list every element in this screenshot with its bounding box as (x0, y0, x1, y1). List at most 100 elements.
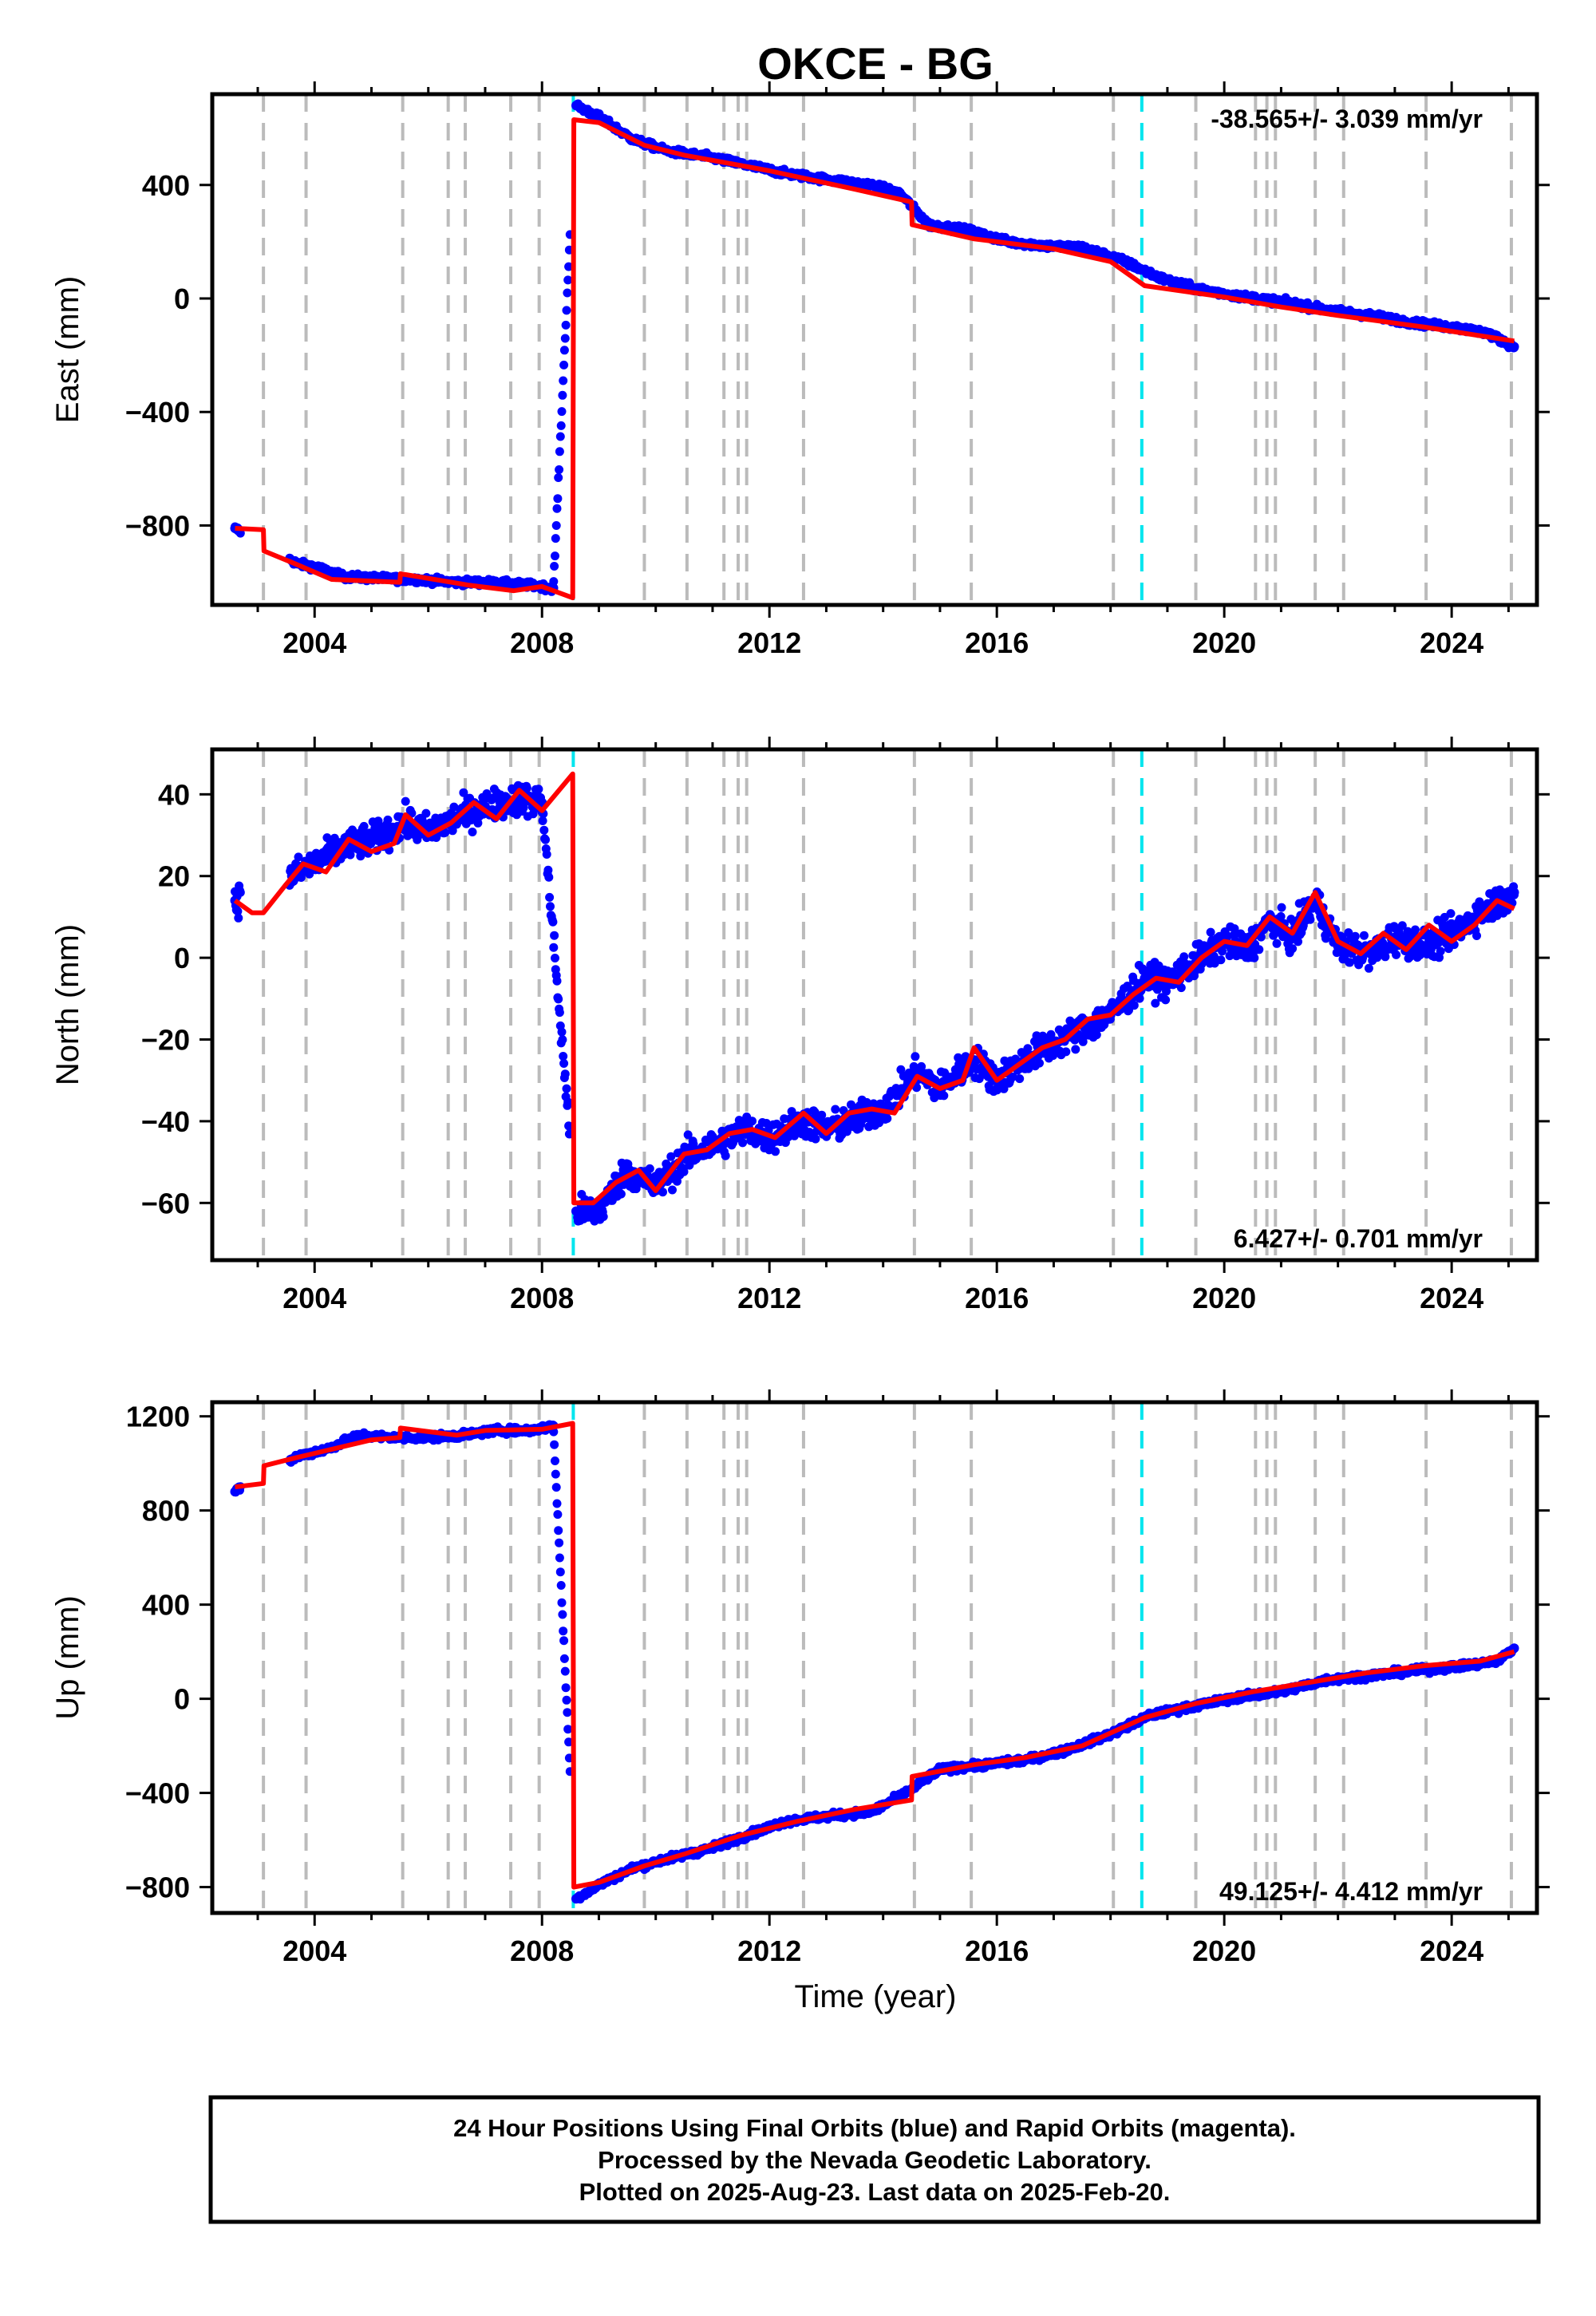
north-data-point (235, 887, 245, 897)
north-data-point (522, 784, 531, 793)
north-data-point (668, 1185, 677, 1195)
east-rate-label: -38.565+/- 3.039 mm/yr (1211, 105, 1483, 133)
up-panel: 2004 2008 2012 2016 2020 2024−800−40004008001… (50, 1389, 1550, 1967)
up-data-point (558, 1610, 567, 1619)
north-x-tick-label-2024: 2024 (1420, 1282, 1483, 1314)
east-y-tick-label--400: −400 (125, 396, 190, 429)
east-data-point-11 (594, 112, 604, 122)
north-data-point (658, 1188, 667, 1197)
east-data-point (553, 494, 563, 504)
east-data-point-18 (867, 180, 877, 190)
north-data-point (440, 828, 450, 837)
north-data-point (1071, 1045, 1080, 1054)
north-data-point-4 (366, 834, 377, 844)
north-data-point (762, 1119, 771, 1128)
up-data-point (551, 1483, 561, 1492)
north-y-axis-label: North (mm) (50, 924, 85, 1085)
east-data-point (559, 360, 569, 370)
north-data-point-11 (571, 1206, 581, 1216)
north-y-tick-label--40: −40 (141, 1105, 190, 1138)
north-data-point (468, 828, 477, 836)
east-panel: 2004 2008 2012 2016 2020 2024−800−4000400East… (50, 81, 1550, 659)
north-data-point (1129, 1001, 1139, 1010)
north-data-point (738, 1138, 748, 1148)
up-data-point (564, 1737, 574, 1747)
north-data-point (559, 1052, 568, 1061)
north-data-point (1288, 944, 1298, 954)
north-data-point (939, 1091, 949, 1101)
east-data-point-25 (1116, 255, 1127, 265)
north-data-point (1256, 932, 1266, 942)
north-data-point (1216, 955, 1226, 965)
north-data-point (401, 796, 410, 806)
north-data-point (552, 976, 562, 986)
up-data-point (555, 1553, 564, 1563)
east-data-point-35 (1509, 342, 1519, 352)
north-data-point (541, 835, 550, 844)
east-model-line (235, 117, 1515, 601)
east-data-point (556, 421, 566, 430)
north-y-tick-label--60: −60 (141, 1187, 190, 1219)
north-data-point (1272, 939, 1282, 948)
north-data-point (421, 808, 431, 818)
north-data-point (1472, 931, 1481, 940)
north-data-point (539, 825, 549, 835)
north-data-point (1092, 1030, 1101, 1040)
north-data-point (1381, 952, 1390, 962)
up-data-point (555, 1538, 564, 1547)
north-x-tick-label-2012: 2012 (737, 1282, 801, 1314)
north-data-point (1015, 1074, 1025, 1084)
north-x-tick-label-2020: 2020 (1192, 1282, 1256, 1314)
north-y-tick-label--20: −20 (141, 1024, 190, 1057)
up-data-point (552, 1499, 562, 1508)
north-data-point-31 (1140, 973, 1150, 983)
north-data-point (811, 1134, 820, 1144)
up-data-point (555, 1567, 565, 1577)
north-data-point (1209, 951, 1219, 961)
up-data-point (551, 1469, 560, 1479)
north-data-point (558, 1035, 567, 1045)
north-data-point (911, 1052, 920, 1061)
north-rate-label: 6.427+/- 0.701 mm/yr (1234, 1224, 1483, 1253)
north-data-point (1176, 983, 1186, 993)
north-data-point (1035, 1058, 1044, 1068)
east-y-tick-label-0: 0 (174, 283, 190, 315)
north-data-point (666, 1152, 676, 1161)
east-data-point (551, 534, 560, 543)
east-data-point (564, 262, 574, 271)
north-data-point (473, 818, 483, 828)
north-data-point (679, 1167, 689, 1176)
north-data-point (549, 943, 559, 952)
north-data-point (346, 850, 355, 860)
north-data-point-45 (1509, 887, 1519, 898)
north-data-point (748, 1117, 757, 1126)
north-data-point (1008, 1072, 1017, 1081)
north-data-point (545, 892, 555, 902)
north-data-point (546, 902, 555, 911)
north-data-point (1230, 924, 1239, 934)
north-data-point (559, 1059, 569, 1068)
east-data-point-26 (1156, 274, 1167, 284)
north-data-point (1345, 958, 1354, 967)
north-y-tick-label-40: 40 (158, 778, 190, 811)
north-data-point (1364, 963, 1373, 973)
east-y-tick-label-400: 400 (142, 169, 190, 202)
east-data-point (555, 447, 564, 456)
east-data-point (560, 334, 570, 343)
north-data-point (1359, 931, 1369, 940)
north-data-point-29 (1083, 1022, 1093, 1033)
east-y-tick-label--800: −800 (125, 509, 190, 542)
north-data-point (1397, 921, 1407, 931)
east-data-point-10 (571, 101, 581, 111)
east-data-point-24 (1077, 243, 1087, 252)
north-data-point-37 (1287, 932, 1298, 943)
east-data-point-21 (963, 225, 974, 235)
up-plot-area (230, 1402, 1519, 1913)
north-data-point (1061, 1047, 1071, 1057)
east-data-point (552, 504, 562, 513)
north-data-point (683, 1130, 693, 1140)
north-data-point (1436, 947, 1445, 956)
east-data-point (554, 473, 563, 482)
north-data-point-19 (798, 1116, 808, 1126)
